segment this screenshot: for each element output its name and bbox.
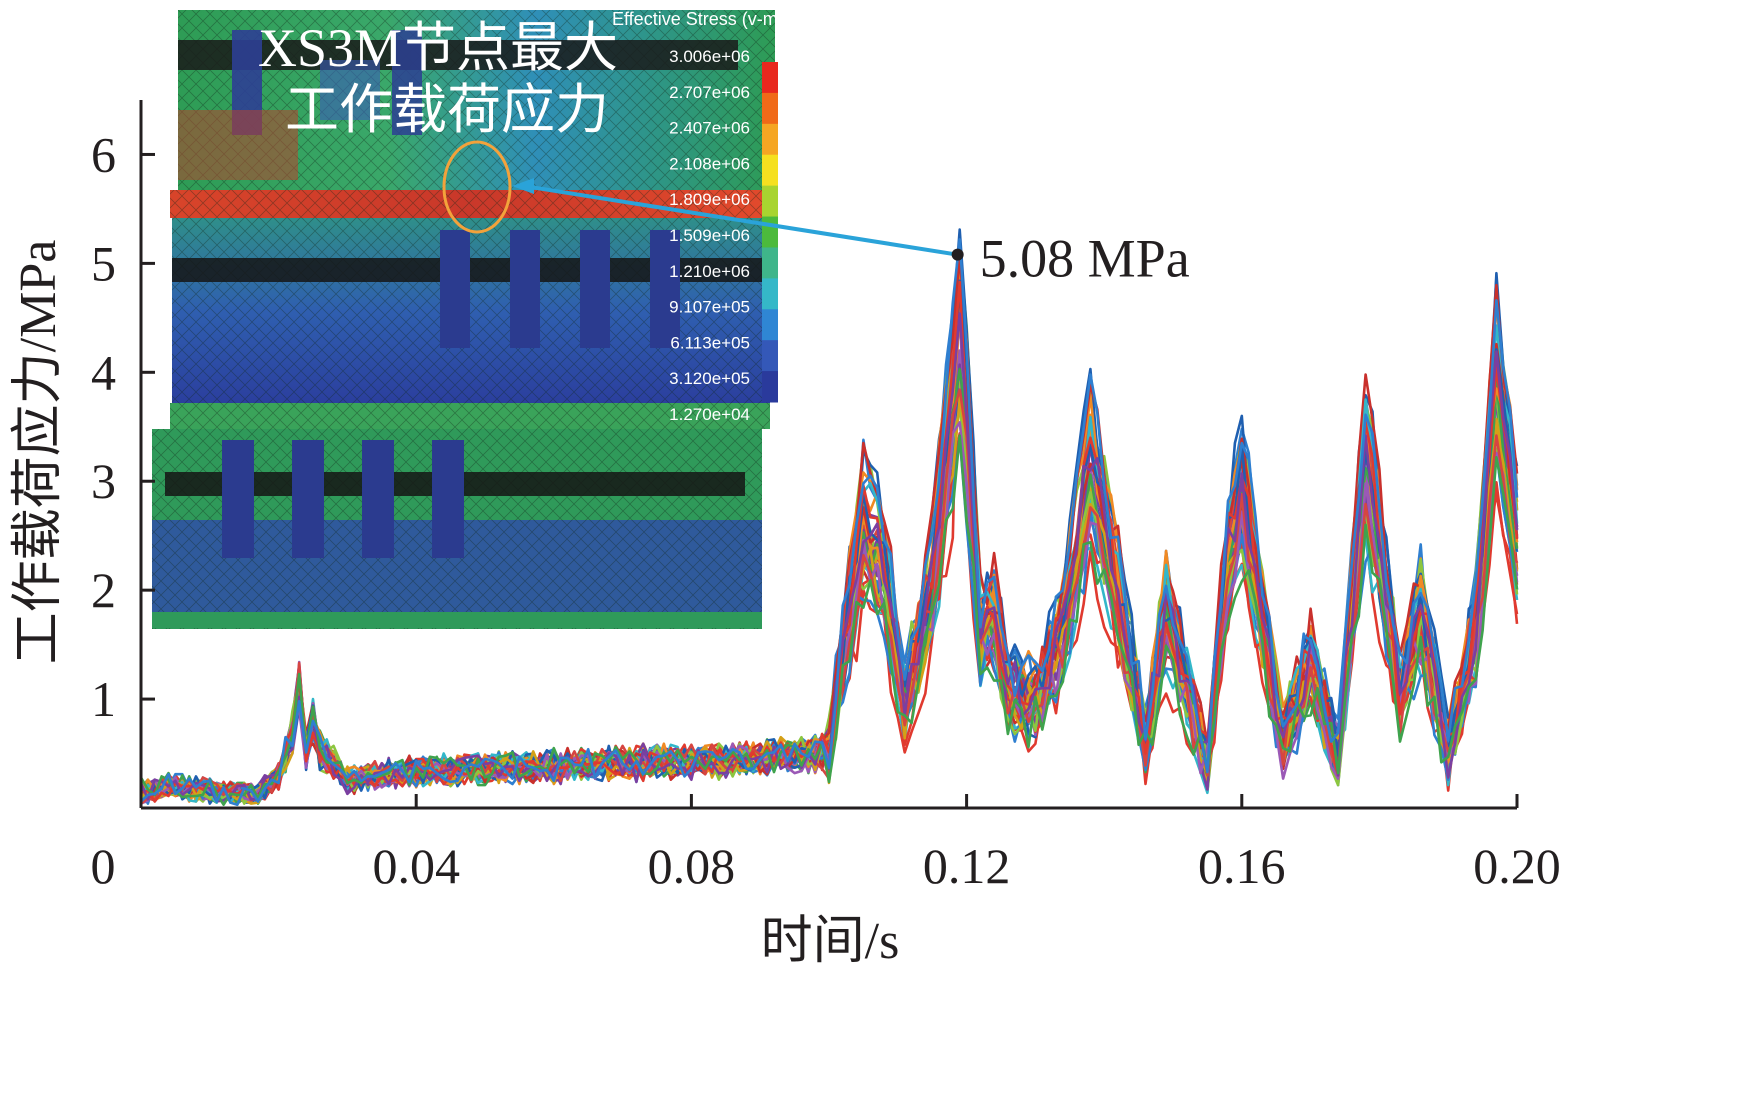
max-stress-highlight-circle bbox=[442, 140, 512, 234]
y-tick-label: 6 bbox=[91, 126, 116, 182]
x-ticks: 0 0.04 0.08 0.12 0.16 0.20 bbox=[91, 794, 1561, 894]
legend-value-label: 3.120e+05 bbox=[669, 369, 750, 388]
peak-marker bbox=[951, 248, 964, 261]
legend-value-label: 1.809e+06 bbox=[669, 190, 750, 209]
legend-color-swatch bbox=[762, 62, 778, 94]
y-tick-label: 2 bbox=[91, 562, 116, 618]
stress-legend-labels: 3.006e+06 2.707e+06 2.407e+06 2.108e+06 1.80… bbox=[669, 47, 750, 424]
axes: 1 2 3 4 5 6 0 0.04 0.08 0.12 0.16 0.20 bbox=[91, 100, 1561, 894]
legend-color-swatch bbox=[762, 154, 778, 187]
x-tick-label: 0.04 bbox=[372, 838, 460, 894]
series-line bbox=[140, 238, 1519, 806]
inset-title-line2: 工作载荷应力 bbox=[285, 80, 609, 140]
legend-color-swatch bbox=[762, 123, 778, 156]
legend-value-label: 1.509e+06 bbox=[669, 226, 750, 245]
legend-value-label: 3.006e+06 bbox=[669, 47, 750, 66]
legend-color-swatch bbox=[762, 309, 778, 341]
legend-value-label: 1.210e+06 bbox=[669, 262, 750, 281]
y-tick-label: 5 bbox=[91, 235, 116, 291]
y-tick-label: 1 bbox=[91, 671, 116, 727]
x-tick-label: 0.16 bbox=[1198, 838, 1286, 894]
legend-value-label: 1.270e+04 bbox=[669, 405, 750, 424]
x-tick-label: 0.08 bbox=[648, 838, 736, 894]
series-line bbox=[139, 434, 1519, 806]
legend-color-swatch bbox=[762, 216, 778, 248]
legend-value-label: 6.113e+05 bbox=[670, 333, 750, 352]
legend-title: Effective Stress (v-m) bbox=[612, 9, 784, 29]
stress-legend-colorbar bbox=[762, 62, 778, 403]
legend-color-swatch bbox=[762, 340, 778, 372]
legend-value-label: 2.108e+06 bbox=[669, 154, 750, 173]
x-tick-label: 0 bbox=[91, 838, 116, 894]
peak-annotation: 5.08 MPa bbox=[512, 178, 1190, 289]
peak-value-label: 5.08 MPa bbox=[980, 229, 1190, 289]
y-tick-label: 3 bbox=[91, 453, 116, 509]
legend-color-swatch bbox=[762, 92, 778, 125]
x-axis-title: 时间/s bbox=[761, 913, 900, 970]
legend-color-swatch bbox=[762, 371, 778, 403]
x-tick-label: 0.20 bbox=[1473, 838, 1561, 894]
x-tick-label: 0.12 bbox=[923, 838, 1011, 894]
legend-value-label: 2.707e+06 bbox=[669, 83, 750, 102]
fea-inset-image: Effective Stress (v-m) 3.006e+06 2.707e+0… bbox=[152, 9, 784, 629]
legend-color-swatch bbox=[762, 278, 778, 310]
inset-title-line1: XS3M节点最大 bbox=[258, 18, 618, 78]
y-axis-title: 工作载荷应力/MPa bbox=[10, 240, 67, 665]
annotation-arrow bbox=[525, 184, 958, 257]
y-tick-label: 4 bbox=[91, 344, 116, 400]
legend-color-swatch bbox=[762, 185, 778, 218]
legend-value-label: 2.407e+06 bbox=[669, 119, 750, 138]
legend-color-swatch bbox=[762, 247, 778, 279]
series-lines bbox=[139, 228, 1519, 806]
legend-value-label: 9.107e+05 bbox=[669, 298, 750, 317]
annotation-arrowhead bbox=[512, 178, 534, 194]
y-ticks: 1 2 3 4 5 6 bbox=[91, 126, 155, 727]
